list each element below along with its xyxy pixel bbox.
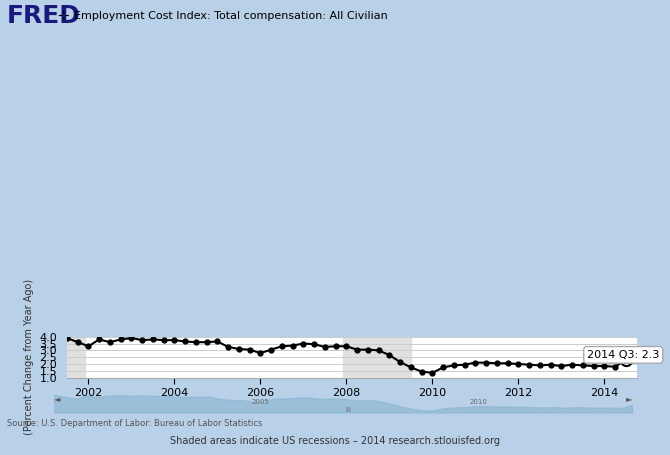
- Bar: [56, 337, 85, 378]
- Text: ⊹: ⊹: [57, 9, 68, 23]
- Text: Shaded areas indicate US recessions – 2014 research.stlouisfed.org: Shaded areas indicate US recessions – 20…: [170, 436, 500, 446]
- Text: 2014 Q3: 2.3: 2014 Q3: 2.3: [587, 350, 659, 360]
- Text: Employment Cost Index: Total compensation: All Civilian: Employment Cost Index: Total compensatio…: [74, 11, 387, 21]
- Text: ◄: ◄: [54, 394, 60, 403]
- Text: 2010: 2010: [469, 399, 487, 405]
- Text: FRED: FRED: [7, 4, 80, 28]
- Bar: [343, 337, 411, 378]
- Text: III: III: [346, 408, 351, 414]
- Text: Source: U.S. Department of Labor: Bureau of Labor Statistics: Source: U.S. Department of Labor: Bureau…: [7, 419, 262, 428]
- Text: ►: ►: [626, 394, 632, 403]
- Text: 2005: 2005: [251, 399, 269, 405]
- Y-axis label: (Percent Change from Year Ago): (Percent Change from Year Ago): [24, 279, 34, 435]
